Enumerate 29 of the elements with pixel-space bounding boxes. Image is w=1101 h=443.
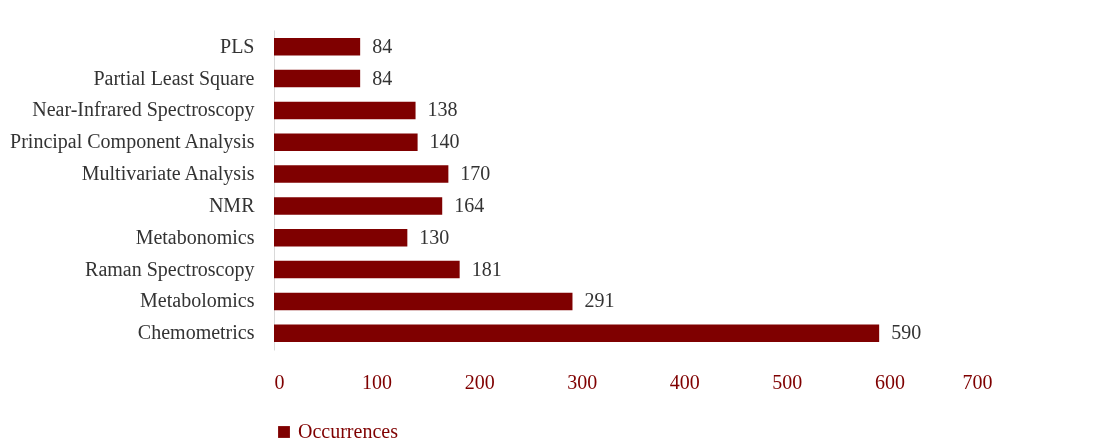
data-label: 140 [429, 130, 460, 153]
data-label: 291 [584, 289, 615, 312]
y-tick-label: Partial Least Square [93, 66, 255, 90]
x-tick-label: 400 [669, 370, 700, 393]
x-tick-label: 500 [772, 370, 803, 393]
y-tick-label: Principal Component Analysis [10, 130, 255, 154]
data-label: 181 [471, 257, 502, 280]
y-tick-label: PLS [220, 34, 255, 57]
data-label: 84 [372, 66, 393, 89]
y-tick-label: Near-Infrared Spectroscopy [32, 98, 255, 122]
x-tick-label: 300 [567, 370, 598, 393]
x-tick-label: 700 [962, 370, 993, 393]
x-tick-label: 0 [274, 370, 285, 393]
legend-label: Occurrences [298, 420, 399, 442]
x-tick-label: 600 [874, 370, 905, 393]
data-label: 170 [460, 162, 491, 185]
data-label: 590 [891, 321, 922, 344]
y-tick-label: Metabolomics [140, 289, 255, 312]
y-tick-label: NMR [208, 193, 256, 216]
y-tick-label: Chemometrics [137, 321, 255, 344]
data-label: 138 [427, 98, 458, 121]
x-tick-label: 100 [362, 370, 393, 393]
x-tick-label: 200 [464, 370, 495, 393]
y-tick-label: Multivariate Analysis [81, 162, 255, 186]
y-tick-label: Metabonomics [135, 225, 255, 248]
y-tick-label: Raman Spectroscopy [85, 257, 255, 281]
data-label: 130 [419, 225, 450, 248]
data-label: 164 [454, 193, 485, 216]
data-label: 84 [372, 34, 393, 57]
